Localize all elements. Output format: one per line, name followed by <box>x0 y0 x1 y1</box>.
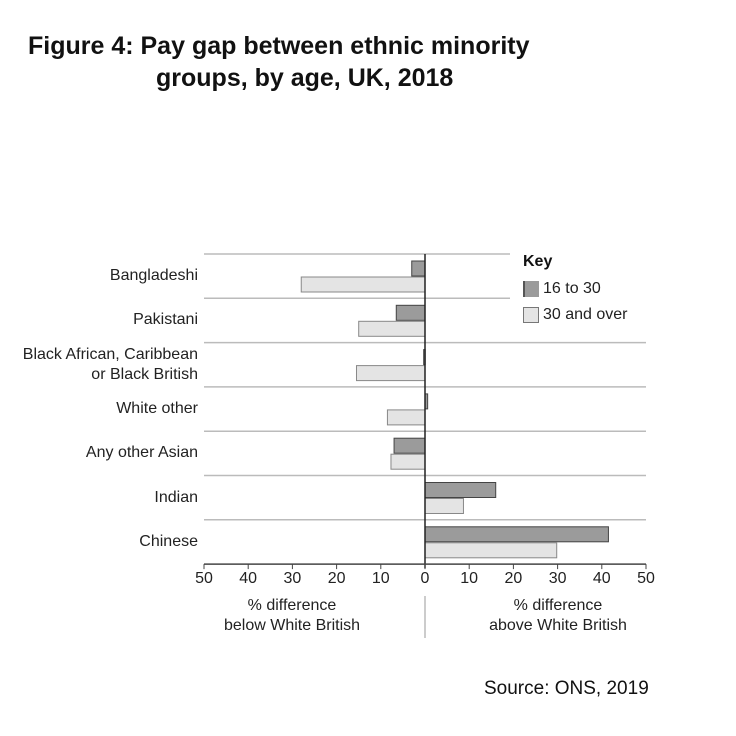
legend-title: Key <box>523 253 553 270</box>
source-note: Source: ONS, 2019 <box>484 678 649 699</box>
chart-title-line1: Figure 4: Pay gap between ethnic minorit… <box>28 32 530 60</box>
axis-label-below-line2: below White British <box>223 617 361 634</box>
x-tick-label: 10 <box>460 570 479 587</box>
legend-item-16-to-30: 16 to 30 <box>523 280 601 298</box>
bar-16-to-30 <box>411 260 426 277</box>
x-tick-label: 50 <box>637 570 655 587</box>
x-tick-label: 40 <box>592 570 611 587</box>
category-label: Chinese <box>139 532 198 550</box>
x-tick-label: 30 <box>283 570 302 587</box>
category-label: Any other Asian <box>85 444 198 462</box>
bar-30-and-over <box>355 365 426 382</box>
bar-30-and-over <box>358 320 426 337</box>
x-tick-label: 0 <box>420 570 430 587</box>
legend-swatch-dark <box>523 281 539 297</box>
axis-label-below: % difference below White British <box>212 596 372 636</box>
x-tick-label: 50 <box>195 570 213 587</box>
category-label: Bangladeshi <box>109 267 198 285</box>
bar-30-and-over <box>424 542 558 559</box>
legend-item-30-and-over: 30 and over <box>523 306 628 324</box>
x-tick-label: 20 <box>504 570 523 587</box>
chart-title-line2: groups, by age, UK, 2018 <box>156 64 454 92</box>
axis-label-below-line1: % difference <box>247 597 337 614</box>
bar-16-to-30 <box>424 482 497 498</box>
category-label: Indian <box>154 488 198 506</box>
axis-label-above-line1: % difference <box>513 597 603 614</box>
bar-16-to-30 <box>393 437 426 454</box>
category-label: Pakistani <box>133 311 198 329</box>
x-tick-label: 20 <box>327 570 346 587</box>
bar-30-and-over <box>386 409 426 426</box>
bar-30-and-over <box>300 276 426 293</box>
x-tick-label: 30 <box>548 570 567 587</box>
category-label: White other <box>116 400 198 418</box>
bar-16-to-30 <box>395 304 426 321</box>
x-tick-label: 40 <box>239 570 258 587</box>
category-label: Black African, Caribbean or Black British <box>22 345 198 383</box>
legend-label: 30 and over <box>543 306 628 323</box>
legend-label: 16 to 30 <box>543 280 601 297</box>
legend-swatch-light <box>523 307 539 323</box>
bar-30-and-over <box>424 498 464 514</box>
bar-16-to-30 <box>424 526 609 543</box>
bar-30-and-over <box>390 453 426 470</box>
axis-label-above-line2: above White British <box>489 617 627 634</box>
x-tick-label: 10 <box>371 570 390 587</box>
axis-label-above: % difference above White British <box>468 596 648 636</box>
